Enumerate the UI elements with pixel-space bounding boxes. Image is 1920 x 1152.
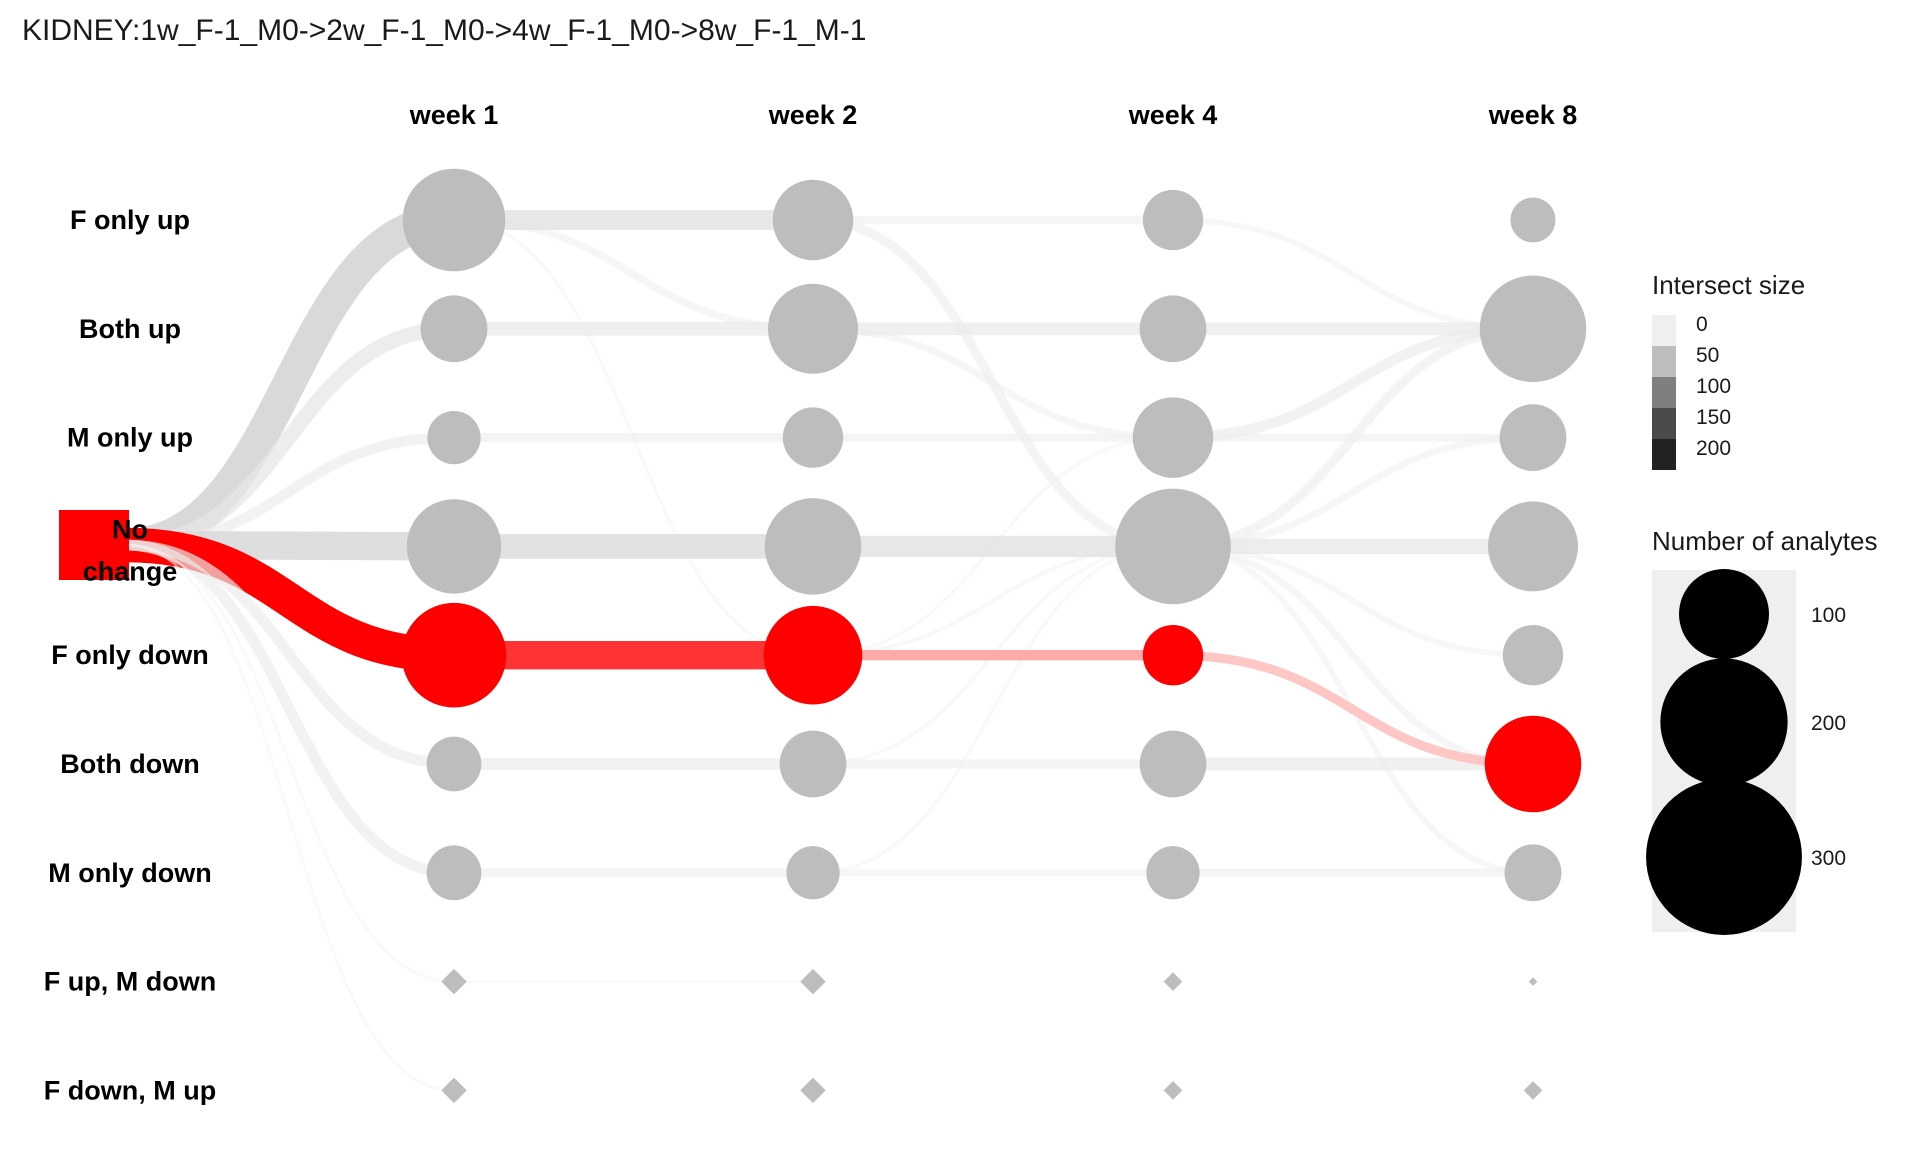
flow-week2-m-only-down-to-no-change	[811, 544, 1175, 875]
label-layer: F only up Both up M only up F only down Both…	[44, 100, 1578, 1105]
node-layer	[59, 168, 1587, 1104]
node-week4-m-only-up	[1132, 397, 1214, 478]
node-week1-f-only-up	[402, 168, 506, 272]
row-label-no-change-line-1: No	[112, 514, 148, 544]
legend-intersect-label: 100	[1696, 375, 1731, 398]
row-label-m-only-down: M only down	[48, 858, 211, 888]
node-week8-both-up	[1479, 275, 1587, 383]
node-zero-week2-f-up-m-down	[800, 968, 826, 995]
legend-intersect-swatch	[1652, 439, 1676, 470]
legend-intersect-label: 200	[1696, 437, 1731, 460]
node-week2-no-change	[764, 498, 862, 595]
row-label-f-up-m-down: F up, M down	[44, 967, 216, 997]
row-label-both-up: Both up	[79, 314, 181, 344]
node-week8-both-down	[1484, 715, 1582, 813]
node-week8-m-only-down	[1504, 844, 1562, 902]
node-week1-both-down	[426, 736, 482, 792]
flow-week2-f-only-up-to-no-change	[808, 215, 1178, 551]
node-zero-week8-f-up-m-down	[1528, 977, 1538, 986]
legend-intersect-label: 50	[1696, 344, 1719, 367]
node-week8-f-only-up	[1510, 197, 1556, 243]
flow-week4-f-only-up-to-both-up	[1170, 217, 1536, 332]
row-label-f-only-down: F only down	[51, 640, 208, 670]
node-week4-both-down	[1139, 730, 1207, 798]
row-label-f-only-up: F only up	[70, 205, 190, 235]
legend-size-circle	[1646, 779, 1802, 935]
node-zero-week2-f-down-m-up	[800, 1077, 826, 1104]
legend-intersect-swatch	[1652, 377, 1676, 408]
node-week2-f-only-up	[772, 179, 854, 261]
node-week4-m-only-down	[1146, 846, 1200, 900]
legend-intersect-label: 0	[1696, 313, 1708, 336]
legend-intersect-swatch	[1652, 315, 1676, 346]
column-header-week8: week 8	[1488, 100, 1578, 130]
column-header-week4: week 4	[1128, 100, 1218, 130]
legend-size-circle	[1660, 658, 1788, 786]
legend: Intersect size 0 50 100 150 200 Number of anal…	[1646, 270, 1877, 935]
legend-intersect-label: 150	[1696, 406, 1731, 429]
column-header-week1: week 1	[409, 100, 499, 130]
start-node-no-change	[59, 510, 129, 580]
node-week4-both-up	[1139, 295, 1207, 363]
node-week8-no-change	[1488, 501, 1578, 592]
node-week2-f-only-down	[763, 605, 863, 705]
legend-size-label: 200	[1811, 712, 1846, 735]
node-week1-m-only-up	[427, 410, 481, 465]
flow-start-to-m-only-down	[119, 539, 460, 879]
node-zero-week4-f-up-m-down	[1163, 972, 1183, 991]
row-label-m-only-up: M only up	[67, 423, 193, 453]
row-label-no-change-line-2: change	[83, 556, 178, 586]
node-week4-f-only-down	[1142, 625, 1204, 686]
node-zero-week8-f-down-m-up	[1523, 1081, 1543, 1100]
node-week4-no-change	[1115, 488, 1231, 605]
node-week1-both-up	[420, 295, 488, 363]
flow-week4-m-only-up-to-both-up	[1167, 323, 1539, 443]
node-zero-week1-f-up-m-down	[441, 968, 467, 995]
legend-intersect-swatch	[1652, 408, 1676, 439]
chart-title: KIDNEY:1w_F-1_M0->2w_F-1_M0->4w_F-1_M0->…	[22, 14, 866, 47]
node-week1-no-change	[406, 499, 502, 594]
row-label-both-down: Both down	[60, 749, 199, 779]
node-week8-f-only-down	[1502, 625, 1564, 686]
column-header-week2: week 2	[768, 100, 858, 130]
legend-size-label: 100	[1811, 604, 1846, 627]
legend-intersect-swatch	[1652, 346, 1676, 377]
node-week8-m-only-up	[1499, 404, 1567, 471]
node-week2-both-up	[768, 283, 858, 374]
flow-week4-no-change-to-both-up	[1168, 324, 1538, 551]
legend-intersect-title: Intersect size	[1652, 270, 1805, 300]
flow-week4-no-change-to-both-down	[1169, 543, 1537, 768]
node-zero-week4-f-down-m-up	[1163, 1081, 1183, 1100]
legend-size-title: Number of analytes	[1652, 526, 1877, 556]
flow-start-to-f-down-m-up	[123, 543, 456, 1092]
node-week2-m-only-down	[786, 846, 840, 900]
legend-size-label: 300	[1811, 847, 1846, 870]
node-week4-f-only-up	[1142, 189, 1204, 251]
node-week1-f-only-down	[401, 602, 507, 708]
node-week2-both-down	[779, 730, 847, 798]
node-week2-m-only-up	[782, 407, 844, 468]
node-week1-m-only-down	[426, 845, 482, 901]
node-zero-week1-f-down-m-up	[441, 1077, 467, 1104]
flow-start-to-f-up-m-down	[123, 543, 456, 983]
flow-layer	[107, 203, 1541, 1092]
row-label-f-down-m-up: F down, M up	[44, 1075, 216, 1105]
legend-size-circle	[1679, 569, 1769, 659]
flow-week4-f-only-down-to-both-down	[1168, 650, 1538, 769]
